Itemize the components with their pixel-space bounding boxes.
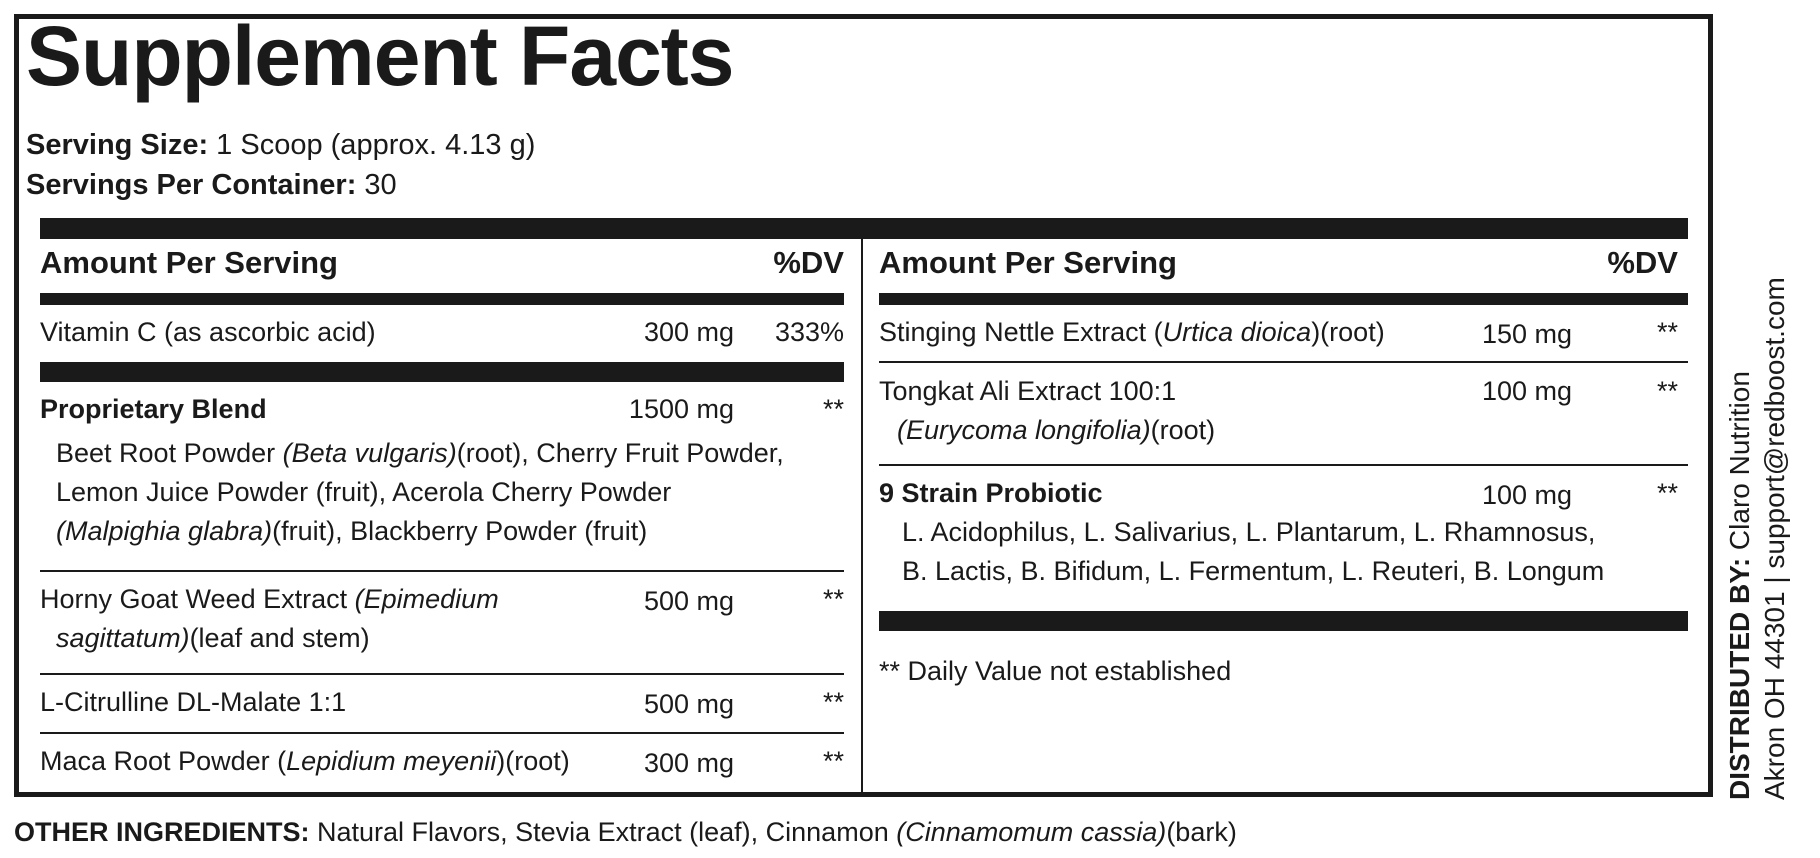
blend-amount: 1500 mg xyxy=(628,394,734,424)
servings-per-container: Servings Per Container: 30 xyxy=(26,168,397,203)
divider xyxy=(40,570,844,572)
divider xyxy=(879,361,1688,363)
left-dv-header: %DV xyxy=(773,245,844,280)
distributor-address: Akron OH 44301 | support@redboost.com xyxy=(1759,277,1790,800)
supplement-facts-panel xyxy=(14,14,1713,797)
maca-amount: 300 mg xyxy=(643,748,734,778)
goat-weed-amount: 500 mg xyxy=(643,586,734,616)
servings-per-container-value: 30 xyxy=(356,169,397,201)
serving-size-label: Serving Size: xyxy=(26,129,209,161)
tongkat-dv: ** xyxy=(1656,376,1678,406)
citrulline-amount: 500 mg xyxy=(643,689,734,719)
left-amount-header: Amount Per Serving xyxy=(40,245,338,280)
probiotic-name: 9 Strain Probiotic xyxy=(879,478,1103,508)
other-ingredients: OTHER INGREDIENTS: Natural Flavors, Stev… xyxy=(14,817,1237,847)
probiotic-amount: 100 mg xyxy=(1482,480,1573,510)
goat-weed-name-line-2: sagittatum)(leaf and stem) xyxy=(56,623,370,653)
distributor-line-1: DISTRIBUTED BY: Claro Nutrition xyxy=(1722,277,1757,800)
distributor-info: DISTRIBUTED BY: Claro Nutrition Akron OH… xyxy=(1722,277,1792,800)
nettle-amount: 150 mg xyxy=(1482,319,1573,349)
right-dv-header: %DV xyxy=(1607,245,1678,280)
vitamin-c-dv: 333% xyxy=(774,317,844,347)
goat-weed-name: Horny Goat Weed Extract (Epimedium xyxy=(40,584,499,614)
vitamin-c-name: Vitamin C (as ascorbic acid) xyxy=(40,317,376,347)
right-amount-header: Amount Per Serving xyxy=(879,245,1177,280)
thick-divider-top xyxy=(40,218,1688,239)
panel-title: Supplement Facts xyxy=(26,9,734,103)
right-thick-divider xyxy=(879,611,1688,631)
tongkat-name: Tongkat Ali Extract 100:1 xyxy=(879,376,1177,406)
blend-name: Proprietary Blend xyxy=(40,394,267,424)
goat-weed-dv: ** xyxy=(822,584,844,614)
blend-dv: ** xyxy=(822,394,844,424)
probiotic-dv: ** xyxy=(1656,478,1678,508)
other-ingredients-label: OTHER INGREDIENTS: xyxy=(14,817,310,847)
citrulline-name: L-Citrulline DL-Malate 1:1 xyxy=(40,687,347,717)
divider xyxy=(40,673,844,675)
divider xyxy=(40,732,844,734)
probiotic-strains-line-2: B. Lactis, B. Bifidum, L. Fermentum, L. … xyxy=(902,556,1605,586)
nettle-name: Stinging Nettle Extract (Urtica dioica)(… xyxy=(879,317,1385,347)
daily-value-footnote: ** Daily Value not established xyxy=(879,656,1232,686)
blend-ingredients-line-1: Beet Root Powder (Beta vulgaris)(root), … xyxy=(56,438,784,468)
left-thick-divider xyxy=(40,362,844,382)
right-header-divider xyxy=(879,293,1688,305)
left-header-divider xyxy=(40,293,844,305)
probiotic-strains-line-1: L. Acidophilus, L. Salivarius, L. Planta… xyxy=(902,517,1596,547)
distributor-label: DISTRIBUTED BY: xyxy=(1724,557,1755,800)
servings-per-container-label: Servings Per Container: xyxy=(26,169,357,201)
vitamin-c-amount: 300 mg xyxy=(643,317,734,347)
maca-name: Maca Root Powder (Lepidium meyenii)(root… xyxy=(40,746,570,776)
serving-size: Serving Size: 1 Scoop (approx. 4.13 g) xyxy=(26,128,535,163)
maca-dv: ** xyxy=(822,746,844,776)
column-divider xyxy=(861,239,863,792)
tongkat-amount: 100 mg xyxy=(1482,376,1573,406)
citrulline-dv: ** xyxy=(822,687,844,717)
tongkat-name-line-2: (Eurycoma longifolia)(root) xyxy=(897,415,1216,445)
serving-size-value: 1 Scoop (approx. 4.13 g) xyxy=(208,129,536,161)
blend-ingredients-line-3: (Malpighia glabra)(fruit), Blackberry Po… xyxy=(56,516,648,546)
divider xyxy=(879,464,1688,466)
nettle-dv: ** xyxy=(1656,317,1678,347)
distributor-name: Claro Nutrition xyxy=(1724,371,1755,558)
blend-ingredients-line-2: Lemon Juice Powder (fruit), Acerola Cher… xyxy=(56,477,672,507)
